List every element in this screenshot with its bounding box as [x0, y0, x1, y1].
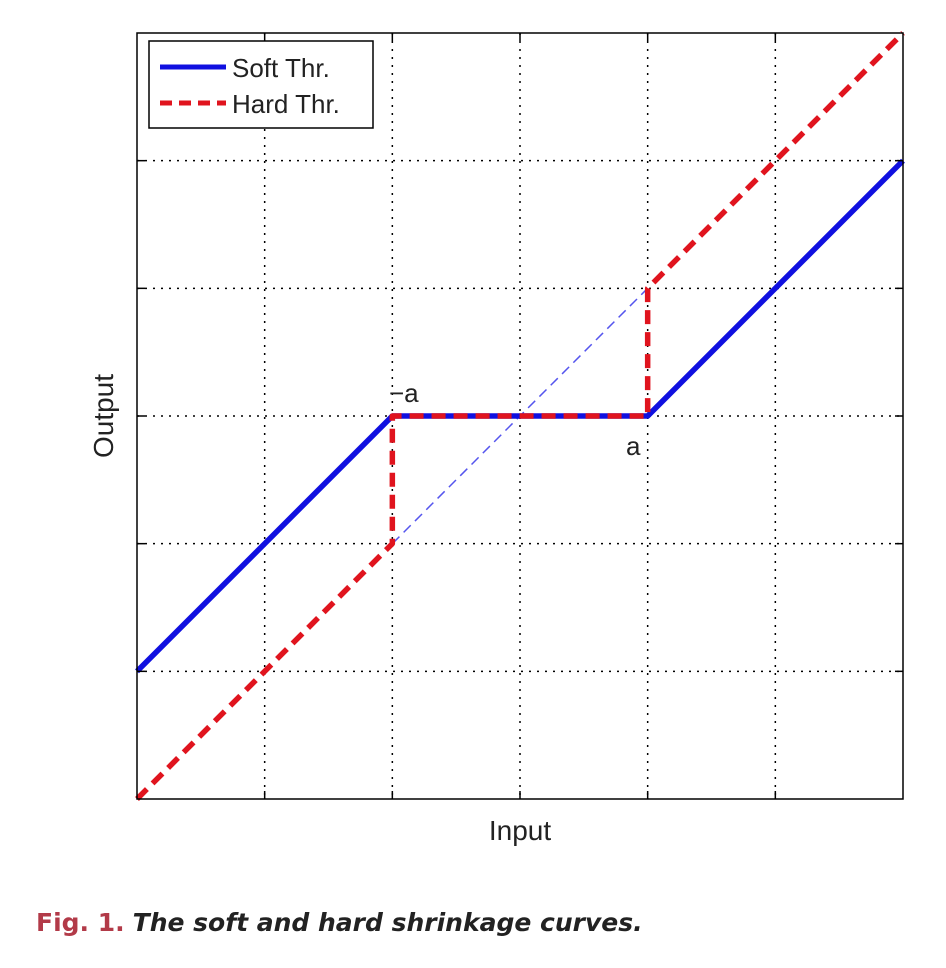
legend-label-hard: Hard Thr. [232, 89, 340, 119]
figure-caption: Fig. 1. The soft and hard shrinkage curve… [36, 908, 643, 937]
threshold-label-pos: a [626, 431, 641, 461]
threshold-label-neg: −a [389, 378, 419, 408]
x-axis-label: Input [489, 815, 551, 846]
series-group [135, 31, 905, 801]
caption-text: The soft and hard shrinkage curves. [132, 908, 643, 937]
legend-label-soft: Soft Thr. [232, 53, 330, 83]
shrinkage-chart: −a a Input Output Soft Thr. Hard Thr. [88, 31, 905, 846]
caption-label: Fig. 1. [36, 908, 125, 937]
axis-ticks [137, 33, 903, 799]
hard-threshold-line [135, 31, 905, 801]
legend: Soft Thr. Hard Thr. [148, 40, 374, 129]
legend-box [148, 40, 374, 129]
y-axis-label: Output [88, 374, 119, 458]
